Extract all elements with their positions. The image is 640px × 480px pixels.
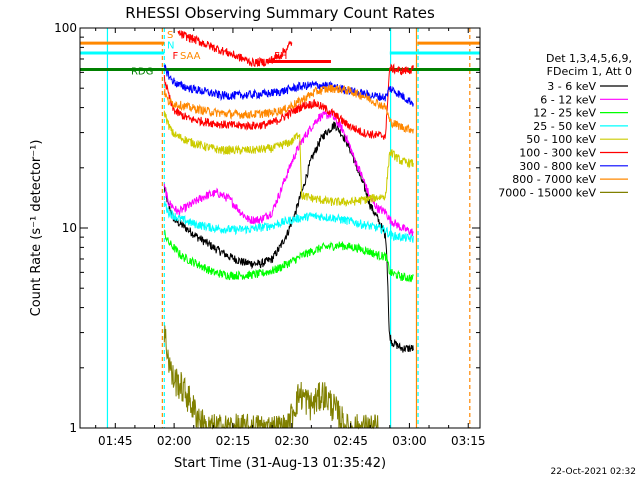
- legend-header-line: Det 1,3,4,5,6,9,: [546, 52, 632, 65]
- series-3-6-kev: [163, 121, 414, 353]
- annotation-rdg: RDG: [131, 67, 153, 78]
- x-tick-label: 01:45: [98, 434, 133, 448]
- annotation-s: S: [167, 30, 173, 41]
- series-300-800-kev: [163, 64, 414, 107]
- annotation-f: F: [173, 51, 179, 62]
- legend-label: 12 - 25 keV: [533, 107, 596, 120]
- series-flag-14: [177, 30, 293, 67]
- legend-label: 800 - 7000 keV: [512, 173, 596, 186]
- chart-title: RHESSI Observing Summary Count Rates: [125, 4, 435, 22]
- series-800-7000-kev: [163, 84, 414, 134]
- x-axis-label: Start Time (31-Aug-13 01:35:42): [174, 456, 386, 471]
- axis-layer: 01:45 02:00 02:15 02:30 02:45 03:00 03:15 100 10…: [54, 21, 485, 448]
- annotation-saa: SAA: [180, 51, 201, 62]
- x-tick-label: 03:15: [451, 434, 486, 448]
- legend-label: 6 - 12 keV: [540, 93, 596, 106]
- series-50-100-kev: [163, 110, 414, 207]
- y-tick-label: 10: [62, 221, 77, 235]
- legend-header-line: FDecim 1, Att 0: [547, 65, 632, 78]
- legend-label: 50 - 100 keV: [526, 133, 596, 146]
- annotation-n: N: [167, 40, 174, 51]
- data-layer: SNF SAA FH RDG: [80, 28, 480, 430]
- series-25-50-kev: [163, 201, 414, 243]
- y-axis-label: Count Rate (s⁻¹ detector⁻¹): [29, 140, 44, 317]
- legend-label: 3 - 6 keV: [547, 80, 596, 93]
- y-tick-label: 100: [54, 21, 77, 35]
- legend-label: 7000 - 15000 keV: [498, 186, 596, 199]
- legend-label: 300 - 800 keV: [519, 160, 596, 173]
- series-100-300-kev: [163, 63, 414, 140]
- legend-label: 25 - 50 keV: [533, 120, 596, 133]
- legend-label: 100 - 300 keV: [519, 147, 596, 160]
- series-6-12-kev: [163, 110, 414, 237]
- footer-date: 22-Oct-2021 02:32: [551, 467, 636, 477]
- x-tick-label: 03:00: [392, 434, 427, 448]
- x-tick-label: 02:30: [274, 434, 309, 448]
- series-12-25-kev: [163, 229, 414, 283]
- y-tick-label: 1: [69, 421, 77, 435]
- x-tick-label: 02:15: [216, 434, 251, 448]
- annotation-fh: FH: [274, 51, 287, 62]
- legend: Det 1,3,4,5,6,9,FDecim 1, Att 0 3 - 6 keV…: [498, 52, 632, 199]
- x-tick-label: 02:00: [157, 434, 192, 448]
- x-tick-label: 02:45: [333, 434, 368, 448]
